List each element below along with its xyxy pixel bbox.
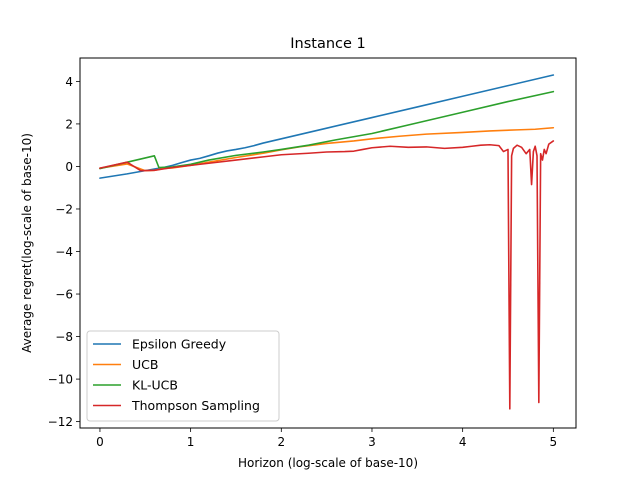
legend-label: KL-UCB [132, 378, 178, 393]
plot-frame [79, 57, 577, 429]
series-line-kl-ucb [99, 90, 555, 170]
legend-label: Thompson Sampling [131, 398, 260, 413]
y-axis: −12 −10 −8 −6 −4 −2 0 2 4 [48, 75, 80, 429]
chart-title: Instance 1 [290, 36, 366, 52]
legend-box [86, 330, 280, 422]
y-tick-label: −10 [48, 373, 73, 387]
y-tick-label: −4 [55, 245, 73, 259]
y-tick-label: 0 [65, 160, 73, 174]
series-line-thompson-sampling [99, 140, 555, 410]
y-tick-label: 2 [65, 117, 73, 131]
legend: Epsilon Greedy UCB KL-UCB Thompson Sampling [86, 330, 280, 422]
x-tick-label: 1 [187, 435, 195, 449]
y-tick-label: −6 [55, 288, 73, 302]
y-tick-label: −2 [55, 202, 73, 216]
y-tick-label: −8 [55, 330, 73, 344]
legend-label: UCB [132, 357, 158, 372]
y-tick-label: −12 [48, 415, 73, 429]
x-axis-label: Horizon (log-scale of base-10) [238, 456, 418, 470]
x-tick-label: 4 [459, 435, 467, 449]
x-axis: 0 1 2 3 4 5 [96, 428, 557, 449]
x-tick-label: 0 [96, 435, 104, 449]
y-tick-label: 4 [65, 75, 73, 89]
series-layer [99, 74, 555, 410]
x-tick-label: 5 [550, 435, 558, 449]
legend-label: Epsilon Greedy [132, 337, 227, 352]
y-axis-label: Average regret(log-scale of base-10) [20, 133, 34, 353]
x-tick-label: 3 [368, 435, 376, 449]
x-tick-label: 2 [277, 435, 285, 449]
